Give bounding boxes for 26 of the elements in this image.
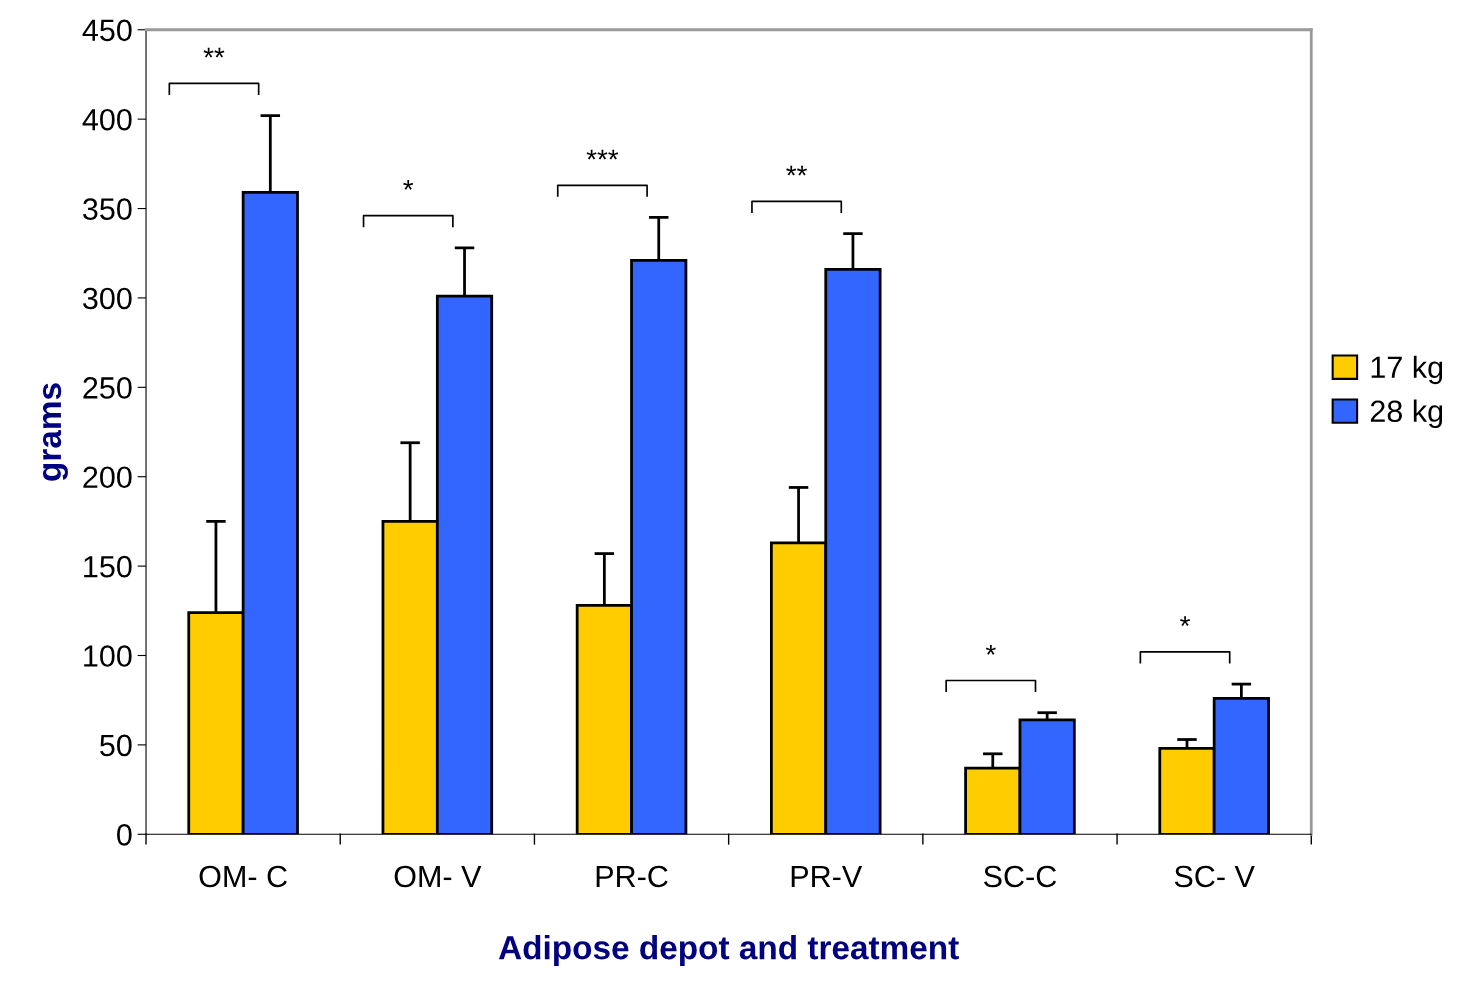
y-tick-label: 450 <box>82 19 132 42</box>
y-tick-label: 400 <box>82 108 132 131</box>
x-tick-label: SC-C <box>984 865 1057 888</box>
legend-label: 17 kg <box>1371 355 1443 385</box>
y-tick-label: 200 <box>83 466 132 489</box>
x-tick-label: OM- V <box>394 865 482 888</box>
x-tick-label: SC- V <box>1174 865 1255 888</box>
x-tick-label: OM- C <box>199 865 287 888</box>
y-axis-title: grams <box>42 383 68 481</box>
annotation: ** <box>203 47 225 58</box>
y-tick-label: 150 <box>84 555 132 578</box>
x-tick-label: PR-C <box>596 865 668 888</box>
annotation: * <box>403 180 414 190</box>
legend-label: 28 kg <box>1370 399 1443 429</box>
x-tick-label: PR-V <box>791 865 863 887</box>
annotation: * <box>1180 616 1191 627</box>
y-tick-label: 100 <box>84 645 132 667</box>
y-tick-label: 50 <box>100 734 132 757</box>
annotation: *** <box>586 149 619 160</box>
y-tick-label: 250 <box>83 377 132 399</box>
x-axis-title: Adipose depot and treatment <box>498 934 959 967</box>
y-tick-label: 0 <box>117 824 132 846</box>
annotation: * <box>985 644 996 655</box>
y-tick-label: 300 <box>83 287 132 310</box>
annotation: ** <box>786 165 807 176</box>
y-tick-label: 350 <box>83 198 132 220</box>
